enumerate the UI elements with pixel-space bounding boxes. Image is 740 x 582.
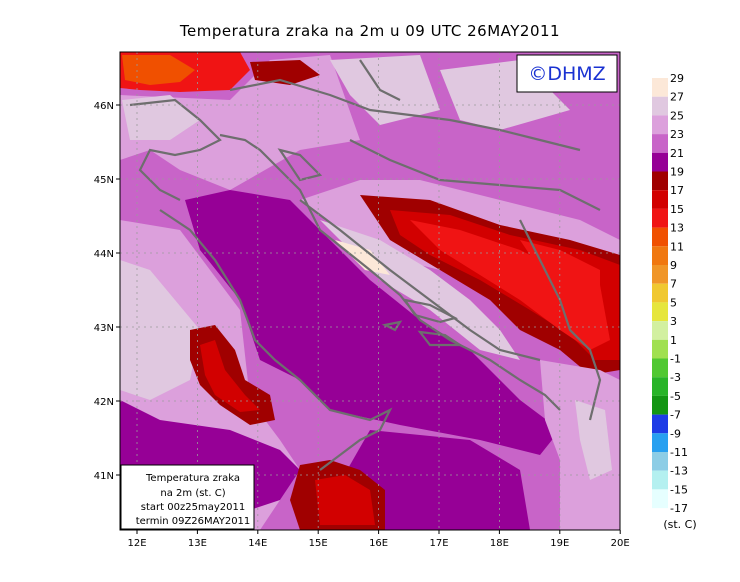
temperature-field [120,52,620,530]
legend-swatch [652,489,668,509]
map-frame [119,51,621,531]
legend-label: 25 [670,109,684,122]
lon-tick-label: 20E [611,538,630,549]
info-line-2: na 2m (st. C) [160,488,225,499]
legend-label: 13 [670,222,684,235]
legend-label: 9 [670,259,677,272]
info-line-3: start 00z25may2011 [141,502,245,513]
graticule [120,52,620,530]
map-title: Temperatura zraka na 2m u 09 UTC 26MAY20… [179,22,561,40]
legend-label: -1 [670,353,681,366]
legend-label: -9 [670,427,681,440]
axes: 12E 13E 14E 15E 16E 17E 18E 19E 20E 46N 45N 44N 43N 4… [94,101,630,549]
legend-label: 15 [670,203,684,216]
legend-label: -5 [670,390,681,403]
legend-swatch [652,78,668,97]
brand-logo: ©DHMZ [528,63,605,85]
lon-tick-label: 18E [490,538,509,549]
legend-swatch [652,265,668,284]
legend-label: 1 [670,334,677,347]
legend-swatch [652,358,668,378]
lat-tick-label: 43N [94,323,114,334]
legend-label: -13 [670,465,688,478]
lon-tick-label: 16E [369,538,388,549]
legend-unit: (st. C) [663,518,696,531]
legend-swatch [652,452,668,471]
lat-tick-label: 45N [94,175,114,186]
legend-label: 5 [670,296,677,309]
lat-tick-label: 41N [94,471,114,482]
lon-tick-label: 14E [248,538,267,549]
lon-tick-label: 12E [127,538,146,549]
info-line-4: termin 09Z26MAY2011 [136,516,251,527]
legend-label: 11 [670,240,684,253]
legend-label: 23 [670,128,684,141]
lat-tick-label: 42N [94,397,114,408]
legend-swatch [652,96,668,116]
legend-label: -11 [670,446,688,459]
legend-swatch [652,227,668,247]
legend-swatch [652,134,668,153]
legend-swatch [652,321,668,340]
legend-label: 3 [670,315,677,328]
legend-swatch [652,171,668,191]
legend-label: -17 [670,502,688,515]
lon-tick-label: 13E [188,538,207,549]
lon-tick-label: 15E [309,538,328,549]
legend-swatch [652,377,668,396]
lon-tick-label: 17E [429,538,448,549]
legend-label: 29 [670,72,684,85]
legend-swatch [652,433,668,452]
legend-swatch [652,246,668,265]
legend-swatch [652,339,668,359]
info-line-1: Temperatura zraka [145,473,240,484]
legend-swatch [652,115,668,135]
legend-label: 17 [670,184,684,197]
info-box [120,464,255,530]
legend-swatch [652,190,668,209]
legend-swatch [652,208,668,228]
legend-swatch [652,395,668,415]
legend-label: -15 [670,483,688,496]
legend-swatch [652,470,668,490]
lat-tick-label: 44N [94,249,114,260]
lon-tick-label: 19E [550,538,569,549]
lat-tick-label: 46N [94,101,114,112]
legend-label: 7 [670,278,677,291]
legend-label: 19 [670,166,684,179]
coastlines [129,59,602,471]
legend-swatch [652,152,668,172]
legend-label: -7 [670,409,681,422]
legend-swatch [652,414,668,434]
legend-swatch [652,302,668,322]
legend-swatch [652,283,668,303]
legend-label: -3 [670,371,681,384]
brand-box [516,54,618,93]
legend-label: 27 [670,91,684,104]
legend-label: 21 [670,147,684,160]
color-legend: 29 27 25 23 21 19 17 15 13 11 9 7 5 3 1 -1 -3 -5 -7 -9 -11 -1… [652,72,688,515]
